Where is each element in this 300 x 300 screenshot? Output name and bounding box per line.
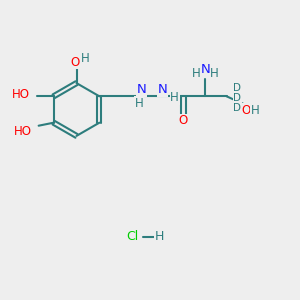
Text: D: D (233, 103, 241, 113)
Text: HO: HO (12, 88, 30, 101)
Text: N: N (158, 83, 168, 96)
Text: H: H (192, 67, 201, 80)
Text: N: N (201, 63, 210, 76)
Text: O: O (70, 56, 80, 69)
Text: HO: HO (14, 124, 32, 138)
Text: H: H (210, 67, 219, 80)
Text: O: O (179, 114, 188, 128)
Text: H: H (170, 91, 179, 104)
Text: Cl: Cl (126, 230, 139, 244)
Text: H: H (250, 103, 259, 117)
Text: H: H (135, 97, 143, 110)
Text: D: D (233, 83, 241, 93)
Text: H: H (155, 230, 164, 244)
Text: H: H (80, 52, 89, 65)
Text: D: D (233, 93, 241, 103)
Text: N: N (136, 83, 146, 96)
Text: O: O (241, 103, 250, 117)
